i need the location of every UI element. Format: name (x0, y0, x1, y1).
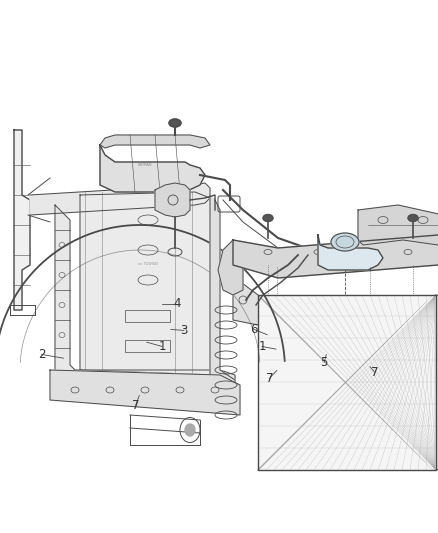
Ellipse shape (169, 119, 181, 127)
Polygon shape (218, 240, 243, 295)
Polygon shape (233, 275, 258, 325)
Polygon shape (358, 205, 438, 245)
Polygon shape (14, 130, 30, 310)
Polygon shape (318, 235, 383, 270)
Bar (125, 310, 170, 322)
Polygon shape (233, 235, 438, 278)
Polygon shape (100, 135, 210, 148)
Polygon shape (155, 183, 190, 217)
Text: 5: 5 (321, 356, 328, 369)
Text: 1: 1 (258, 340, 266, 353)
Ellipse shape (185, 424, 195, 436)
Text: MOPAR: MOPAR (138, 163, 152, 167)
Polygon shape (30, 183, 210, 215)
Text: 7: 7 (265, 372, 273, 385)
Text: 6: 6 (250, 323, 258, 336)
Polygon shape (50, 370, 240, 415)
Polygon shape (80, 192, 215, 375)
Polygon shape (436, 295, 438, 470)
Text: 7: 7 (371, 366, 378, 378)
Text: 3: 3 (180, 324, 187, 337)
Polygon shape (100, 145, 205, 192)
Ellipse shape (331, 233, 359, 251)
Ellipse shape (263, 214, 273, 222)
Text: 4: 4 (173, 297, 181, 310)
Polygon shape (55, 205, 235, 395)
Bar (258, 295, 436, 470)
Bar (125, 340, 170, 352)
Text: 2: 2 (38, 348, 46, 361)
Ellipse shape (408, 214, 418, 222)
Bar (258, 295, 436, 470)
Text: 1: 1 (158, 340, 166, 353)
Text: 7: 7 (132, 399, 140, 411)
Text: no TOWING: no TOWING (138, 262, 158, 266)
Polygon shape (210, 195, 235, 395)
